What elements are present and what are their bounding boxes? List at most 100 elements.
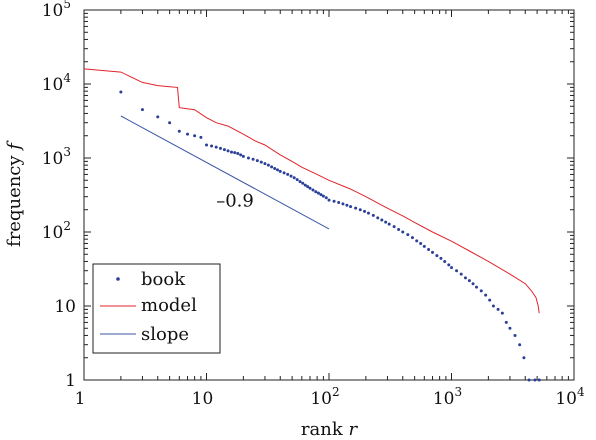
- book-point: [439, 256, 443, 260]
- book-point: [533, 378, 537, 382]
- book-point: [366, 211, 370, 215]
- book-point: [324, 196, 328, 200]
- x-axis-label: rank r: [301, 419, 359, 440]
- book-point: [419, 241, 423, 245]
- legend-book-label: book: [141, 269, 186, 290]
- legend-model-label: model: [141, 295, 197, 316]
- book-point: [210, 144, 214, 148]
- book-point: [306, 185, 310, 189]
- book-point: [255, 159, 259, 163]
- book-point: [301, 181, 305, 185]
- book-point: [156, 115, 160, 119]
- book-point: [303, 183, 307, 187]
- book-point: [263, 162, 267, 166]
- book-point: [376, 216, 380, 220]
- book-point: [463, 276, 467, 280]
- book-point: [319, 193, 323, 197]
- book-point: [363, 209, 367, 213]
- y-tick-label: 103: [42, 145, 71, 169]
- book-point: [427, 248, 431, 252]
- book-point: [422, 244, 426, 248]
- book-point: [218, 146, 222, 150]
- book-point: [384, 220, 388, 224]
- x-tick-label: 10: [192, 389, 214, 409]
- book-point: [341, 202, 345, 206]
- legend-item-model: model: [100, 295, 197, 316]
- book-point: [397, 228, 401, 232]
- book-point: [177, 129, 181, 133]
- book-point: [316, 191, 320, 195]
- book-point: [345, 203, 349, 207]
- book-point: [450, 266, 453, 270]
- book-point: [270, 165, 274, 169]
- y-tick-label: 104: [42, 71, 72, 95]
- legend: book model slope: [92, 263, 221, 354]
- book-point: [226, 149, 230, 153]
- book-point: [527, 378, 531, 382]
- book-point: [471, 282, 475, 286]
- slope-annotation: –0.9: [216, 191, 254, 212]
- series-model-line: [83, 68, 540, 314]
- book-point: [401, 230, 405, 234]
- legend-book-marker: [116, 277, 120, 281]
- y-tick-label: 10: [54, 297, 76, 317]
- book-point: [273, 167, 277, 171]
- book-point: [537, 378, 541, 382]
- book-point: [410, 236, 414, 240]
- book-point: [186, 132, 190, 136]
- book-point: [233, 151, 237, 155]
- book-point: [236, 152, 240, 156]
- book-point: [140, 108, 144, 112]
- book-point: [314, 190, 318, 194]
- book-point: [349, 205, 353, 209]
- book-point: [311, 188, 315, 192]
- book-point: [214, 145, 218, 149]
- axis-ticks: 1 10 102 103 104 1 10 102 103 104 105: [42, 0, 585, 409]
- book-point: [239, 153, 243, 157]
- book-point: [251, 157, 255, 161]
- y-tick-label: 105: [42, 0, 71, 21]
- book-point: [491, 304, 495, 308]
- book-point: [459, 272, 463, 276]
- book-point: [504, 320, 508, 324]
- book-point: [496, 307, 500, 311]
- legend-item-slope: slope: [100, 324, 189, 345]
- book-point: [222, 148, 226, 152]
- book-point: [488, 298, 492, 302]
- book-point: [332, 199, 336, 203]
- book-point: [119, 90, 123, 94]
- book-point: [406, 233, 410, 237]
- book-point: [286, 172, 290, 176]
- book-point: [522, 356, 526, 360]
- legend-box: [92, 263, 221, 354]
- book-point: [259, 160, 263, 164]
- book-point: [358, 208, 362, 212]
- book-point: [246, 156, 250, 160]
- book-point: [298, 180, 302, 184]
- book-point: [500, 311, 504, 315]
- book-point: [479, 289, 483, 293]
- x-tick-label: 1: [75, 389, 86, 409]
- book-point: [392, 225, 396, 229]
- x-tick-label: 103: [433, 385, 462, 409]
- book-point: [354, 206, 358, 210]
- book-point: [467, 279, 471, 283]
- book-point: [266, 163, 270, 167]
- book-point: [518, 343, 522, 347]
- book-point: [278, 169, 282, 173]
- series-book: [119, 90, 541, 382]
- book-point: [289, 174, 293, 178]
- book-point: [371, 213, 375, 217]
- book-point: [168, 121, 172, 125]
- book-point: [387, 222, 391, 226]
- book-point: [230, 150, 234, 154]
- legend-item-book: book: [116, 269, 186, 290]
- series-slope-line: [120, 115, 330, 230]
- book-point: [295, 178, 299, 182]
- x-tick-label: 104: [555, 385, 585, 409]
- book-point: [455, 269, 459, 273]
- book-point: [205, 143, 208, 147]
- legend-slope-label: slope: [141, 324, 189, 345]
- y-axis-label: frequency f: [4, 140, 25, 247]
